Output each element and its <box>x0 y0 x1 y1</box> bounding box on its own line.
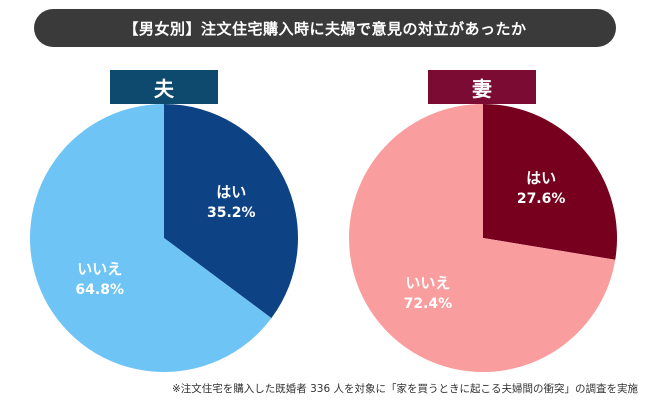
chart-title: 【男女別】注文住宅購入時に夫婦で意見の対立があったか <box>34 9 616 47</box>
husband-slice-yes-value: 35.2% <box>207 205 256 221</box>
wife-slice-yes <box>483 104 617 260</box>
footnote: ※注文住宅を購入した既婚者 336 人を対象に「家を買うときに起こる夫婦間の衝突… <box>171 383 638 395</box>
wife-slice-no <box>348 104 616 372</box>
husband-label: 夫 <box>110 70 218 104</box>
husband-slice-no-label: いいえ <box>77 260 122 278</box>
wife-label: 妻 <box>428 70 536 104</box>
husband-slice-yes-label: はい <box>216 183 246 201</box>
wife-slice-yes-label: はい <box>526 169 556 187</box>
husband-slice-no-value: 64.8% <box>75 282 124 298</box>
wife-slice-yes-value: 27.6% <box>517 191 566 207</box>
husband-pie-chart: はい 35.2% いいえ 64.8% <box>29 104 298 372</box>
wife-slice-no-value: 72.4% <box>404 296 453 312</box>
wife-slice-no-label: いいえ <box>405 274 450 292</box>
wife-pie-chart: はい 27.6% いいえ 72.4% <box>348 104 617 372</box>
husband-slice-yes <box>164 104 298 319</box>
husband-slice-no <box>29 104 272 372</box>
